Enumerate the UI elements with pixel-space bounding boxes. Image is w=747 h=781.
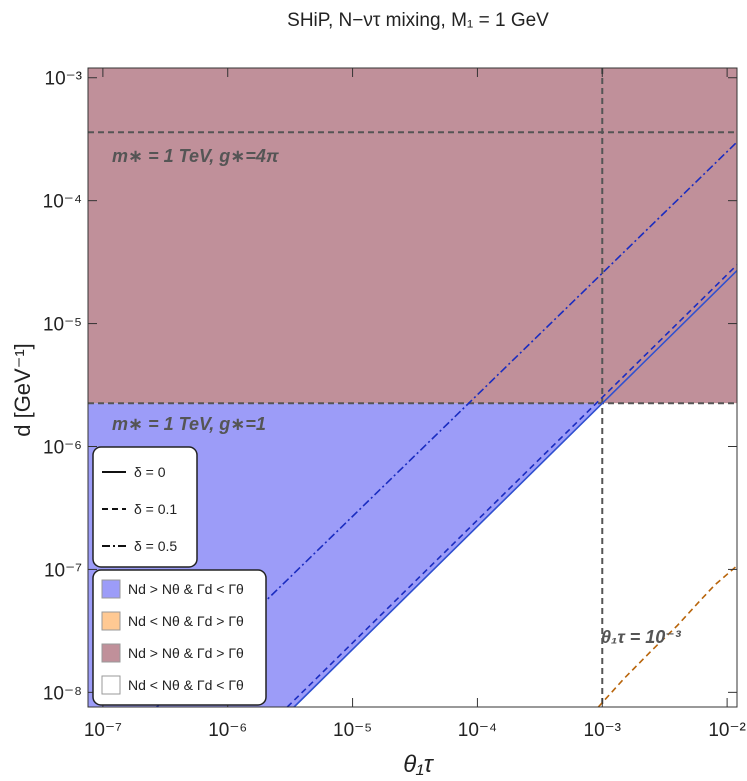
legend-box [92,446,198,568]
legend-label: Nd < Nθ & Γd > Γθ [128,613,244,629]
x-tick-label: 10⁻⁵ [333,720,372,741]
legend-label: δ = 0.1 [134,501,177,517]
x-tick-label: 10⁻⁶ [208,720,247,741]
legend-swatch [101,611,121,631]
region [294,403,737,707]
y-tick-label: 10⁻⁴ [43,192,82,213]
x-tick-label: 10⁻⁴ [458,720,497,741]
region [88,68,737,404]
series-line [597,565,738,708]
y-tick-label: 10⁻⁵ [43,315,82,336]
series-line [286,264,738,708]
y-tick-label: 10⁻³ [45,69,83,90]
legend-swatch [101,675,121,695]
series-line [293,269,738,708]
y-tick-label: 10⁻⁷ [44,560,82,581]
y-tick-label: 10⁻⁸ [43,683,82,704]
y-tick-label: 10⁻⁶ [43,438,82,459]
x-tick-label: 10⁻⁷ [84,720,122,741]
annotation: m∗ = 1 TeV, g∗=4π [112,146,279,166]
legend-label: Nd < Nθ & Γd < Γθ [128,677,244,693]
legend-label: Nd > Nθ & Γd < Γθ [128,581,244,597]
annotation: m∗ = 1 TeV, g∗=1 [112,414,266,434]
plot-frame [87,67,738,708]
legend-swatch [101,643,121,663]
x-axis-label: θ₁τ [403,751,435,778]
legend-label: Nd > Nθ & Γd > Γθ [128,645,244,661]
legend-box [92,569,267,706]
x-tick-label: 10⁻³ [584,720,622,741]
legend-label: δ = 0 [134,464,166,480]
annotation: θ₁τ = 10⁻³ [601,627,682,647]
legend-label: δ = 0.5 [134,538,177,554]
chart-title: SHiP, N−ντ mixing, M₁ = 1 GeV [287,10,549,31]
x-tick-label: 10⁻² [708,720,746,741]
legend-swatch [101,579,121,599]
y-axis-label: d [GeV⁻¹] [10,343,35,437]
